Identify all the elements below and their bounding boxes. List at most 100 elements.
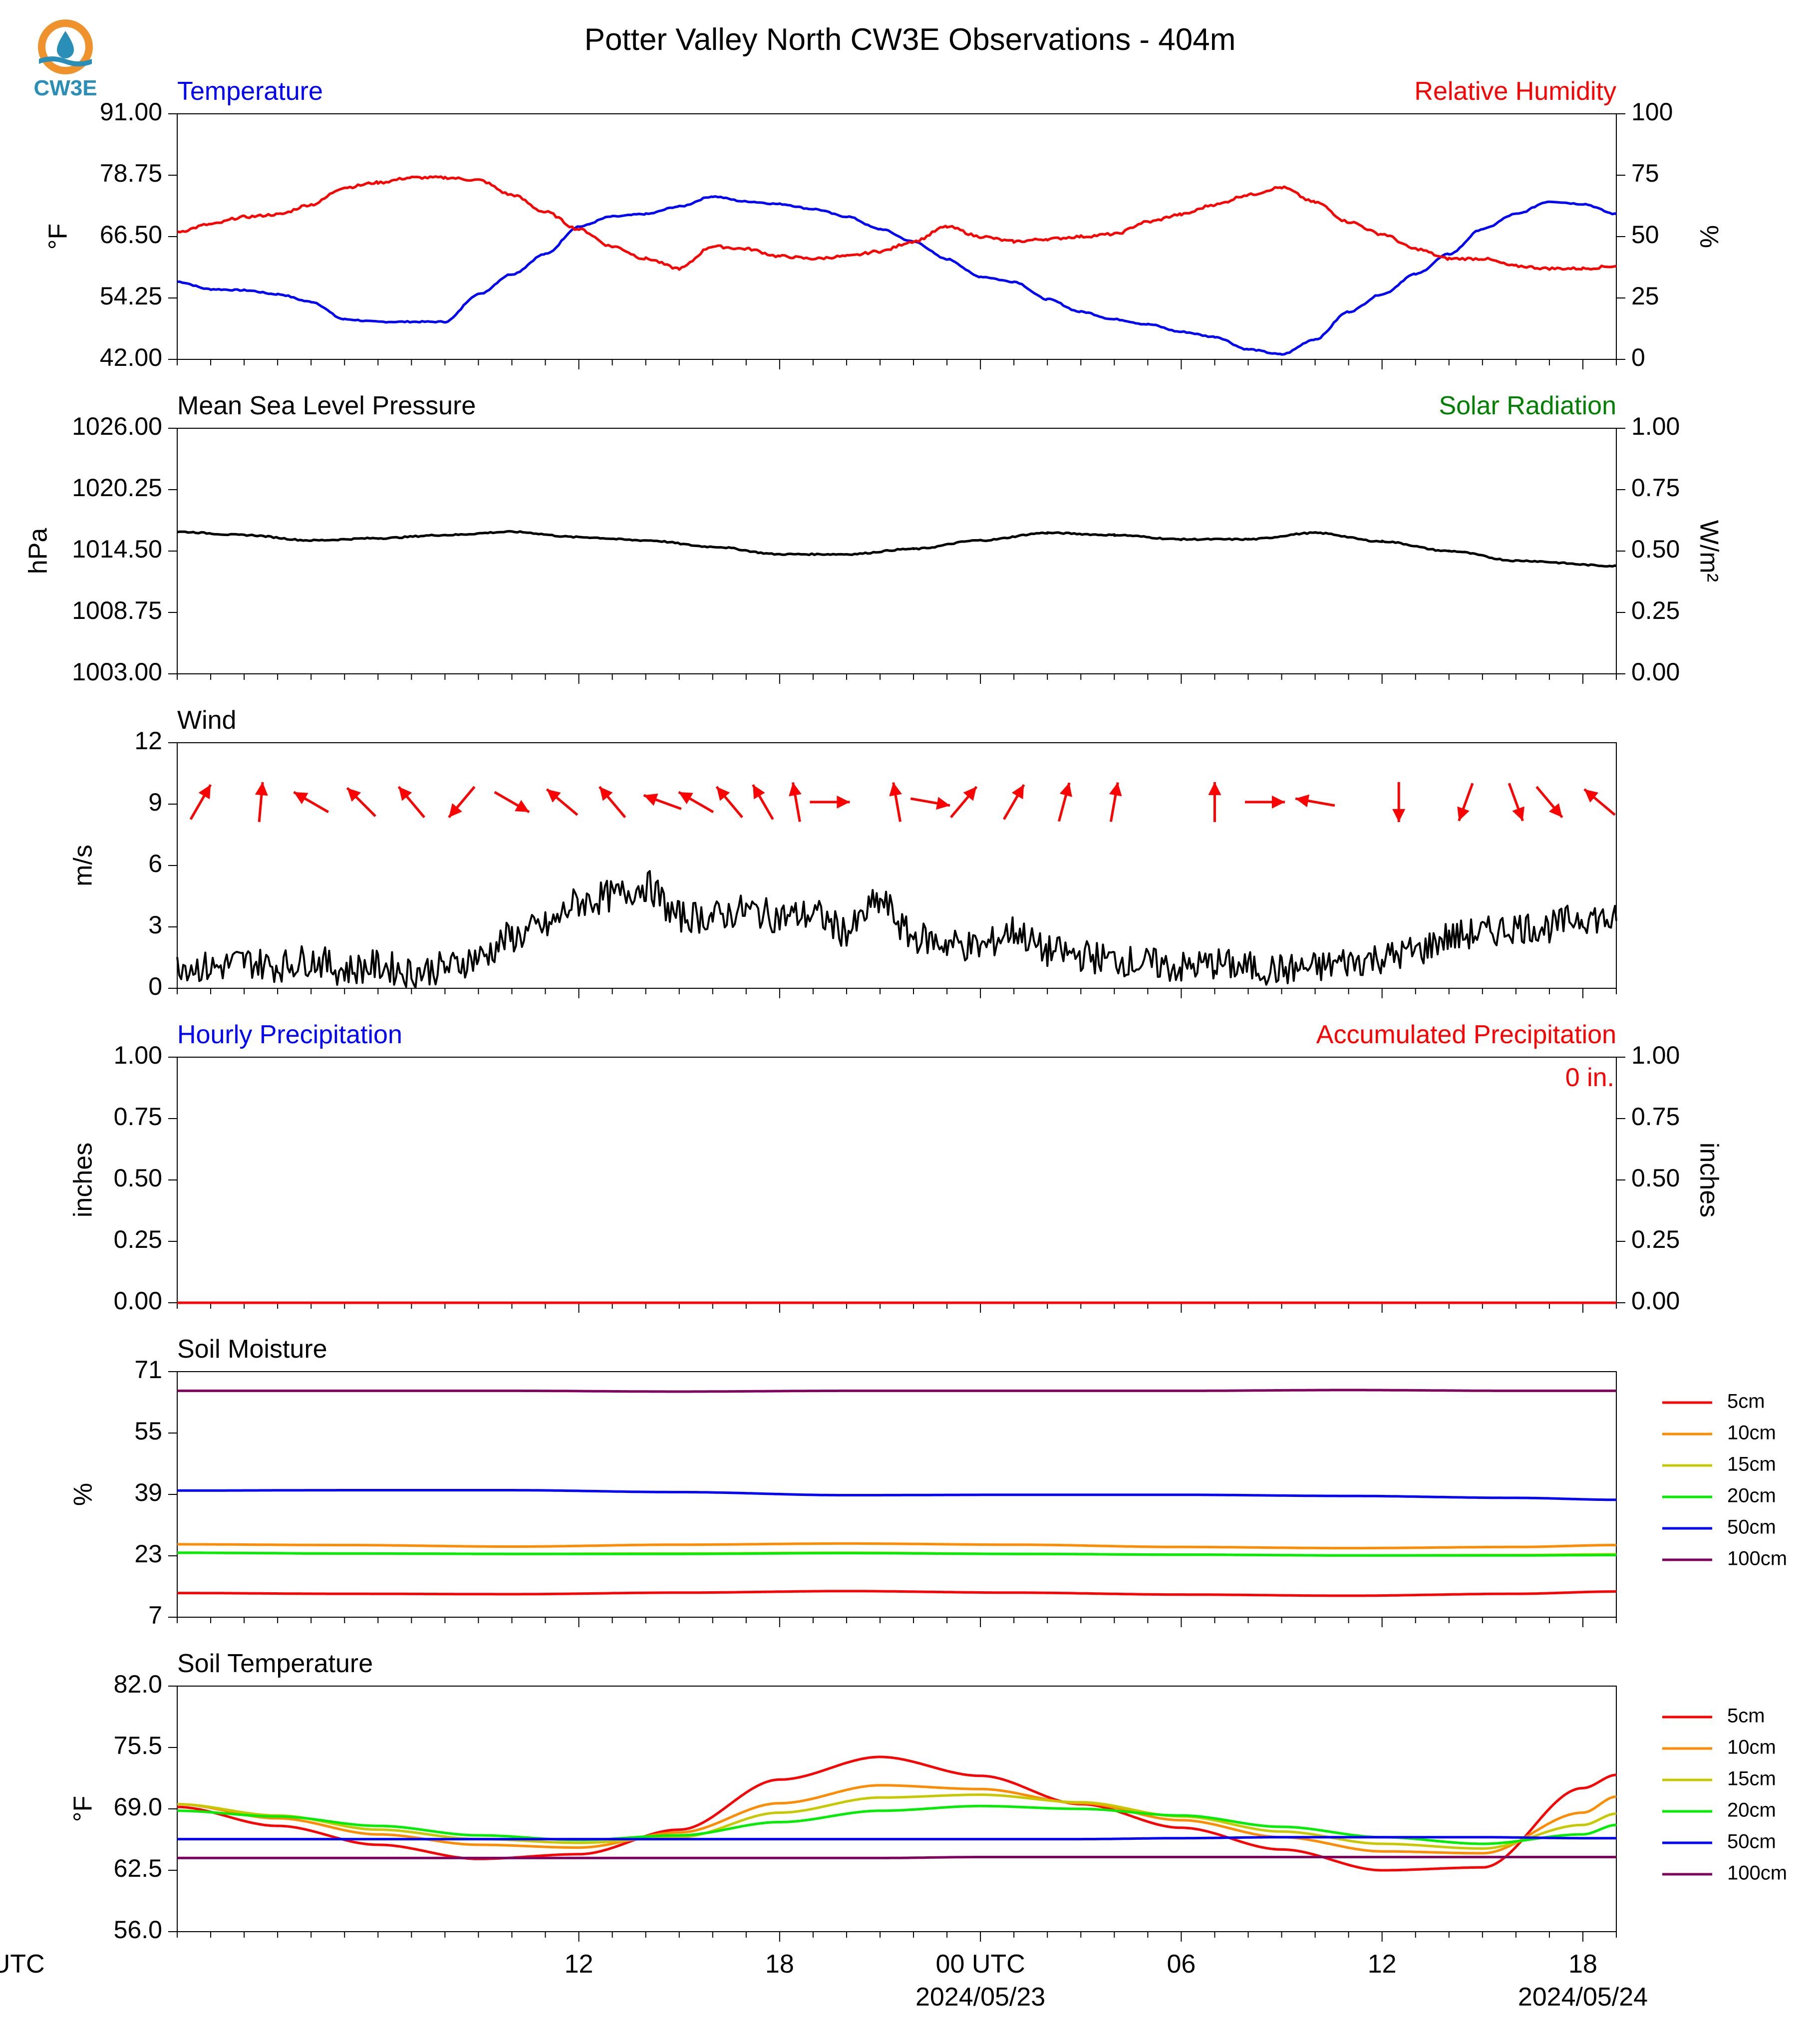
- legend-entry: 100cm: [1662, 1548, 1787, 1570]
- y-tick-label: 39: [134, 1478, 162, 1506]
- wind-arrow: [752, 784, 774, 820]
- wind-arrow: [1109, 782, 1122, 822]
- y-axis-label: °F: [69, 1796, 98, 1822]
- wind-arrow: [1392, 782, 1406, 822]
- panel-title-left: Soil Temperature: [177, 1649, 373, 1678]
- precip-total-annotation: 0 in.: [1565, 1063, 1614, 1092]
- panel-precip: 0.00 0.25 0.50 0.75 1.00 0.00 0.25 0.50 0.75 1.00…: [69, 1020, 1724, 1315]
- y-axis-label: hPa: [24, 528, 53, 575]
- wind-arrow-head: [547, 789, 561, 803]
- series-line-10cm: [177, 1542, 1616, 1550]
- wind-arrow-head: [716, 787, 730, 801]
- plot-frame: [177, 1686, 1617, 1932]
- y-tick-label: 7: [148, 1601, 162, 1629]
- y-axis-label: inches: [69, 1143, 98, 1217]
- y-tick-label: 9: [148, 788, 162, 816]
- y-tick-label: 0.00: [114, 1287, 162, 1315]
- y-tick-label: 62.5: [114, 1854, 162, 1882]
- time-tick-label: 18: [765, 1950, 794, 1979]
- y-tick-label: 71: [134, 1356, 162, 1384]
- legend-label: 100cm: [1727, 1862, 1787, 1884]
- wind-arrow: [494, 791, 530, 814]
- legend-label: 10cm: [1727, 1737, 1776, 1758]
- panel-title-right: Relative Humidity: [1414, 77, 1616, 106]
- y-tick-label-right: 0.75: [1631, 1103, 1680, 1131]
- y-tick-label: 91.00: [100, 98, 162, 126]
- y-tick-label: 0.75: [114, 1103, 162, 1131]
- y-tick-label: 69.0: [114, 1793, 162, 1821]
- series-line-mean-sea-level-pressure: [177, 530, 1617, 568]
- series-line-5cm: [177, 1755, 1617, 1872]
- panel-title-left: Wind: [177, 706, 236, 735]
- logo-text: CW3E: [33, 76, 97, 100]
- legend-entry: 15cm: [1662, 1768, 1776, 1790]
- wind-arrow-head: [936, 797, 950, 810]
- wind-arrow-head: [1109, 782, 1122, 797]
- series-line-50cm: [177, 1836, 1616, 1841]
- y-tick-label-right: 0.00: [1631, 658, 1680, 686]
- y-tick-label: 1020.25: [72, 474, 162, 502]
- y-tick-label: 1.00: [114, 1041, 162, 1069]
- wind-arrow-head: [1011, 785, 1024, 800]
- y-tick-label: 3: [148, 911, 162, 939]
- legend-label: 20cm: [1727, 1799, 1776, 1821]
- legend-label: 50cm: [1727, 1516, 1776, 1538]
- wind-arrow: [1583, 788, 1616, 816]
- legend-entry: 5cm: [1662, 1705, 1765, 1727]
- y-tick-label-right: 0.25: [1631, 596, 1680, 624]
- y-tick-label: 6: [148, 850, 162, 877]
- wind-arrow-head: [678, 792, 693, 805]
- wind-arrow-head: [1548, 803, 1562, 818]
- y-tick-label: 1008.75: [72, 596, 162, 624]
- wind-arrow: [448, 786, 476, 819]
- wind-arrow-head: [599, 787, 613, 801]
- y-tick-label-right: 100: [1631, 98, 1673, 126]
- y-tick-label: 23: [134, 1540, 162, 1568]
- y-tick-label: 1026.00: [72, 412, 162, 440]
- wind-arrow-head: [198, 785, 211, 800]
- legend-label: 15cm: [1727, 1453, 1776, 1475]
- panel-title-right: Accumulated Precipitation: [1316, 1020, 1616, 1049]
- panel-temp_rh: 42.00 54.25 66.50 78.75 91.00 0 25 50 75 100 Tempe…: [44, 77, 1724, 371]
- wind-arrow-head: [1457, 806, 1470, 821]
- y-tick-label: 0: [148, 972, 162, 1000]
- wind-arrow: [810, 795, 850, 809]
- legend-entry: 50cm: [1662, 1831, 1776, 1853]
- legend-entry: 10cm: [1662, 1737, 1776, 1758]
- time-tick-label: 06: [1167, 1950, 1196, 1979]
- time-tick-label: 12: [565, 1950, 594, 1979]
- legend-label: 10cm: [1727, 1422, 1776, 1444]
- plot-frame: [177, 428, 1617, 674]
- y-tick-label-right: 0.00: [1631, 1287, 1680, 1315]
- wind-arrow: [678, 791, 714, 814]
- y-tick-label: 82.0: [114, 1670, 162, 1698]
- time-axis-labels: 12 18 00 UTC 06 12 18 00 UTC 2024/05/23 2024/05/…: [0, 1950, 1648, 2012]
- series-line-50cm: [177, 1489, 1616, 1501]
- series-line-15cm: [177, 1793, 1617, 1850]
- y-tick-label-right: 25: [1631, 282, 1659, 310]
- figure-title: Potter Valley North CW3E Observations - …: [584, 22, 1236, 57]
- wind-arrow: [1457, 783, 1474, 822]
- y-tick-label: 56.0: [114, 1916, 162, 1944]
- series-line-100cm: [177, 1856, 1616, 1859]
- time-tick-label: 00 UTC: [0, 1950, 45, 1979]
- wind-arrow: [715, 786, 743, 819]
- legend-entry: 100cm: [1662, 1862, 1787, 1884]
- wind-arrow: [1295, 794, 1335, 808]
- wind-arrow: [598, 786, 626, 819]
- panel-title-left: Temperature: [177, 77, 323, 106]
- wind-arrow-head: [1512, 806, 1524, 821]
- wind-arrow: [1245, 795, 1285, 809]
- y-tick-label-right: 0.50: [1631, 535, 1680, 563]
- y-tick-label-right: 1.00: [1631, 1041, 1680, 1069]
- y-tick-label-right: 0: [1631, 343, 1645, 371]
- wind-arrow-head: [963, 787, 977, 801]
- wind-arrow-head: [643, 793, 658, 806]
- wind-arrow-head: [515, 800, 530, 812]
- legend-label: 20cm: [1727, 1485, 1776, 1507]
- y-tick-label: 75.5: [114, 1732, 162, 1759]
- date-label: 2024/05/24: [1518, 1983, 1648, 2012]
- y-axis-label-right: %: [1694, 225, 1723, 248]
- wind-arrow-head: [1584, 789, 1599, 803]
